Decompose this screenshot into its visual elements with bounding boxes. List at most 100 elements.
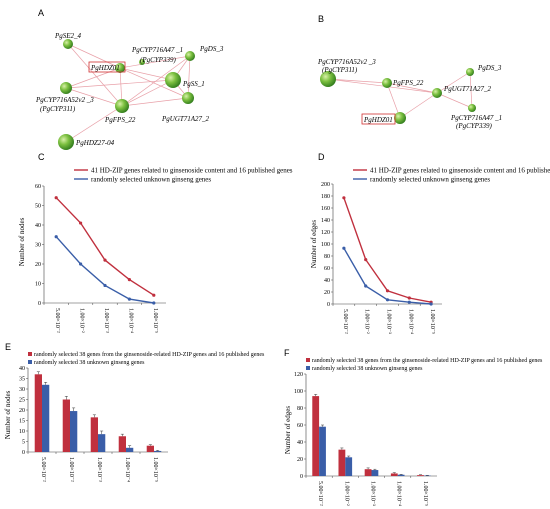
y-axis-label-d: Number of edges xyxy=(310,220,318,268)
node-a-ds3-label: PgDS_3 xyxy=(199,45,224,53)
y-tick-label-f: 20 xyxy=(297,457,303,463)
data-point-c-1 xyxy=(152,293,156,297)
legend-d-series-2: randomly selected unknown ginseng genes xyxy=(370,176,490,184)
data-point-d-2 xyxy=(407,300,411,304)
legend-c: 41 HD-ZIP genes related to ginsenoside c… xyxy=(74,167,293,184)
y-tick-label-f: 0 xyxy=(300,474,303,480)
bar-e-1 xyxy=(146,445,154,452)
y-tick-label-e: 0 xyxy=(22,450,25,456)
y-axis-label-e: Number of nodes xyxy=(4,390,12,439)
panel-label-c: C xyxy=(38,152,45,162)
y-tick-label-f: 40 xyxy=(297,440,303,446)
data-point-c-2 xyxy=(127,297,131,301)
x-tick-label-c: 1.00×10⁻⁴ xyxy=(127,308,133,333)
x-tick-label-d: 1.00×10⁻⁵ xyxy=(429,309,435,334)
data-point-c-2 xyxy=(79,262,83,266)
x-tick-label-f: 1.00×10⁻² xyxy=(343,481,349,506)
node-b-cyp311-label2: (PgCYP311) xyxy=(322,66,358,74)
bar-e-1 xyxy=(62,399,70,452)
data-point-d-2 xyxy=(364,284,368,288)
highlight-box-a xyxy=(88,61,126,73)
panel-label-d: D xyxy=(318,152,325,162)
legend-e-series-1: randomly selected 38 genes from the gins… xyxy=(34,351,265,358)
node-b-ds3 xyxy=(466,68,474,76)
node-a-se2-label: PgSE2_4 xyxy=(54,32,82,40)
node-a-cyp311 xyxy=(60,82,72,94)
node-b-cyp311-label: PgCYP716A52v2 _3 xyxy=(317,58,376,66)
node-a-hdz01 xyxy=(115,63,125,73)
network-b-nodes xyxy=(320,68,476,124)
x-tick-label-f: 1.00×10⁻⁴ xyxy=(396,481,402,506)
node-b-cyp339-label: PgCYP716A47 _1 xyxy=(450,114,502,122)
y-tick-label-f: 80 xyxy=(297,406,303,412)
x-tick-label-f: 1.00×10⁻³ xyxy=(370,481,376,506)
y-tick-label-c: 20 xyxy=(35,262,41,268)
series-line-c-2 xyxy=(55,236,154,304)
y-tick-label-e: 20 xyxy=(19,408,25,414)
chart-e: randomly selected 38 genes from the gins… xyxy=(4,351,265,482)
bar-f-1 xyxy=(338,449,346,476)
node-a-ss1 xyxy=(165,72,181,88)
data-point-d-1 xyxy=(364,258,368,262)
data-point-d-1 xyxy=(385,289,390,293)
x-tick-label-f: 5.00×10⁻² xyxy=(317,481,323,506)
node-b-ds3-label: PgDS_3 xyxy=(477,64,502,72)
data-point-c-1 xyxy=(127,278,131,282)
data-point-c-1 xyxy=(79,221,83,225)
node-a-ugt-label: PgUGT71A27_2 xyxy=(161,115,210,123)
legend-e-series-2: randomly selected 38 unknown ginseng gen… xyxy=(34,360,145,366)
bar-f-1 xyxy=(364,469,372,476)
network-a: PgSE2_4 PgHDZ01 PgCYP716A47 _1 (PgCYP339… xyxy=(35,32,224,150)
y-axis-label-c: Number of nodes xyxy=(18,217,26,266)
x-tick-label-e: 1.00×10⁻⁴ xyxy=(124,457,130,482)
data-point-c-2 xyxy=(152,301,156,305)
node-a-ds3 xyxy=(185,51,195,61)
node-b-ugt-label: PgUGT71A27_2 xyxy=(443,85,492,93)
highlight-box-b xyxy=(361,113,396,125)
bar-e-2 xyxy=(70,411,78,452)
y-tick-label-d: 120 xyxy=(321,230,330,236)
x-tick-label-c: 1.00×10⁻² xyxy=(79,308,85,333)
series-line-d-1 xyxy=(343,197,432,303)
x-tick-label-e: 5.00×10⁻² xyxy=(40,457,46,482)
node-a-ugt xyxy=(182,92,194,104)
node-a-cyp339-label: PgCYP716A47 _1 xyxy=(131,46,183,54)
y-tick-label-e: 15 xyxy=(19,419,25,425)
network-b: PgCYP716A52v2 _3 (PgCYP311) PgFPS_22 PgD… xyxy=(317,58,502,130)
y-tick-label-c: 30 xyxy=(35,243,41,249)
bar-e-1 xyxy=(90,417,98,452)
y-tick-label-e: 25 xyxy=(19,398,25,404)
node-b-cyp311 xyxy=(320,71,336,87)
y-tick-label-e: 30 xyxy=(19,387,25,393)
data-point-d-1 xyxy=(407,296,411,300)
y-tick-label-e: 35 xyxy=(19,377,25,383)
y-tick-label-f: 100 xyxy=(294,389,303,395)
node-a-cyp311-label: PgCYP716A52v2 _3 xyxy=(35,96,94,104)
x-tick-label-c: 1.00×10⁻⁵ xyxy=(152,308,158,333)
bar-f-1 xyxy=(417,475,424,476)
node-a-cyp311-label2: (PgCYP311) xyxy=(40,105,76,113)
bar-f-2 xyxy=(319,426,326,476)
bar-e-2 xyxy=(98,434,106,452)
data-point-d-2 xyxy=(385,298,390,302)
y-tick-label-d: 100 xyxy=(321,242,330,248)
y-tick-label-f: 120 xyxy=(294,372,303,378)
chart-c: 41 HD-ZIP genes related to ginsenoside c… xyxy=(18,167,293,334)
y-tick-label-c: 60 xyxy=(35,184,41,190)
bar-e-1 xyxy=(34,374,42,452)
x-tick-label-d: 5.00×10⁻² xyxy=(342,309,348,334)
node-b-ugt xyxy=(432,88,442,98)
y-tick-label-e: 40 xyxy=(19,366,25,372)
y-tick-label-d: 180 xyxy=(321,194,330,200)
data-point-d-1 xyxy=(342,196,346,200)
node-b-hdz01 xyxy=(394,112,406,124)
node-b-fps22 xyxy=(382,78,392,88)
y-tick-label-c: 40 xyxy=(35,223,41,229)
panel-label-e: E xyxy=(5,342,11,352)
x-tick-label-e: 1.00×10⁻³ xyxy=(96,457,102,482)
legend-f-series-2: randomly selected 38 unknown ginseng gen… xyxy=(312,366,423,372)
bar-f-2 xyxy=(371,470,379,476)
chart-d: 41 HD-ZIP genes related to ginsenoside c… xyxy=(310,167,550,335)
y-tick-label-d: 200 xyxy=(321,182,330,188)
